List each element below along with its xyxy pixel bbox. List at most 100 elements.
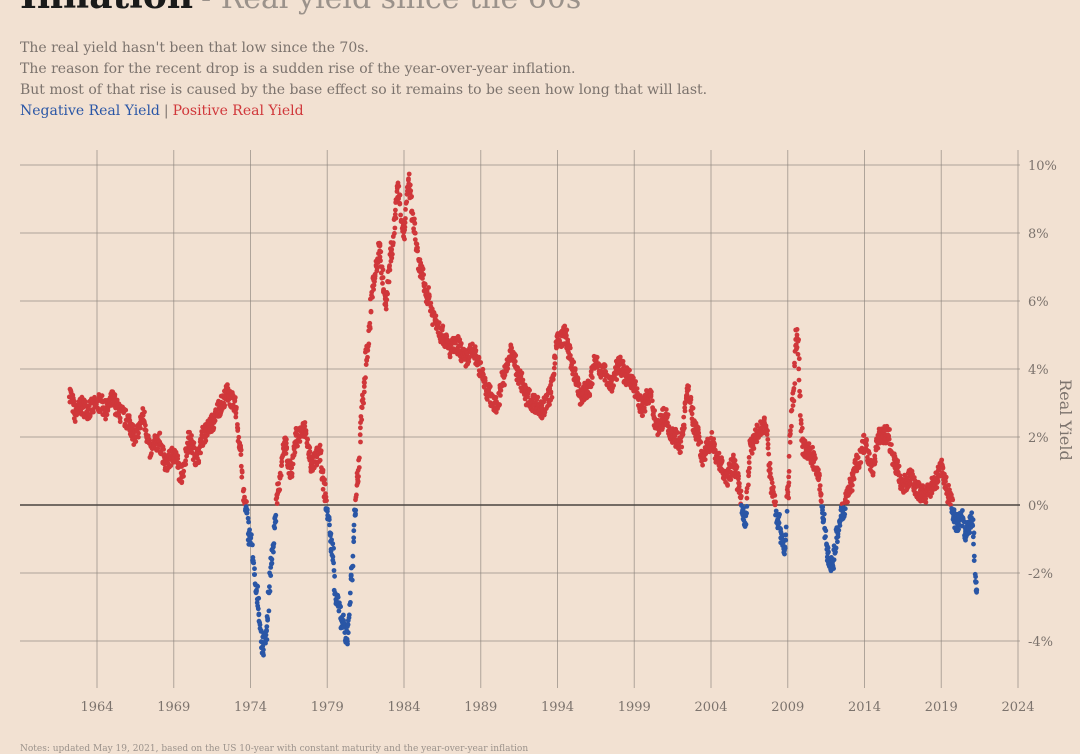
negative-yield-point bbox=[256, 612, 262, 618]
positive-yield-point bbox=[356, 474, 361, 479]
negative-yield-point bbox=[255, 606, 261, 612]
negative-yield-point bbox=[345, 630, 351, 636]
positive-yield-point bbox=[633, 379, 638, 384]
negative-yield-point bbox=[330, 554, 336, 560]
positive-yield-point bbox=[406, 177, 411, 183]
positive-yield-point bbox=[731, 452, 736, 458]
negative-yield-point bbox=[346, 615, 352, 621]
positive-yield-point bbox=[458, 341, 464, 346]
positive-yield-point bbox=[855, 455, 861, 460]
negative-yield-point bbox=[251, 560, 257, 566]
y-tick-label: -2% bbox=[1028, 567, 1053, 582]
positive-yield-point bbox=[276, 481, 281, 486]
negative-yield-point bbox=[967, 530, 973, 536]
positive-yield-point bbox=[317, 457, 323, 463]
x-tick-label: 1984 bbox=[387, 700, 420, 715]
negative-yield-point bbox=[255, 584, 261, 589]
negative-yield-point bbox=[271, 544, 276, 550]
negative-yield-point bbox=[265, 616, 270, 621]
positive-yield-point bbox=[365, 348, 371, 353]
positive-yield-point bbox=[358, 439, 363, 445]
positive-yield-point bbox=[397, 200, 403, 206]
positive-yield-point bbox=[611, 383, 616, 388]
negative-yield-point bbox=[971, 541, 976, 547]
positive-yield-point bbox=[786, 453, 792, 459]
positive-yield-point bbox=[572, 366, 578, 371]
negative-yield-point bbox=[336, 608, 342, 614]
positive-yield-point bbox=[427, 294, 432, 299]
positive-yield-point bbox=[175, 456, 181, 462]
positive-yield-point bbox=[797, 413, 803, 418]
positive-yield-point bbox=[867, 451, 872, 456]
negative-yield-point bbox=[353, 507, 359, 513]
y-tick-label: 10% bbox=[1028, 159, 1057, 174]
positive-yield-point bbox=[477, 360, 483, 366]
positive-yield-point bbox=[897, 473, 903, 478]
positive-yield-point bbox=[191, 440, 197, 446]
chart-title-row: Inflation - Real yield since the 60s bbox=[20, 0, 581, 14]
negative-yield-point bbox=[974, 587, 980, 593]
negative-yield-point bbox=[960, 508, 965, 513]
negative-yield-point bbox=[252, 572, 257, 577]
positive-yield-point bbox=[549, 395, 555, 400]
negative-yield-point bbox=[826, 549, 831, 555]
positive-yield-point bbox=[552, 361, 558, 366]
positive-yield-point bbox=[864, 442, 869, 448]
legend-positive: Positive Real Yield bbox=[172, 103, 304, 119]
positive-yield-point bbox=[136, 434, 141, 440]
positive-yield-point bbox=[426, 285, 431, 290]
positive-yield-point bbox=[614, 377, 620, 382]
positive-yield-point bbox=[168, 463, 174, 469]
positive-yield-point bbox=[746, 460, 752, 465]
positive-yield-point bbox=[297, 439, 303, 444]
positive-yield-point bbox=[357, 432, 363, 438]
positive-yield-point bbox=[377, 257, 383, 263]
positive-yield-point bbox=[72, 419, 78, 424]
positive-yield-point bbox=[422, 281, 428, 287]
positive-yield-point bbox=[356, 465, 362, 470]
negative-yield-point bbox=[970, 534, 976, 540]
positive-yield-point bbox=[792, 381, 798, 386]
positive-yield-point bbox=[711, 436, 716, 442]
positive-yield-point bbox=[302, 423, 308, 429]
positive-yield-point bbox=[363, 375, 368, 381]
negative-yield-point bbox=[266, 608, 272, 614]
positive-yield-point bbox=[939, 457, 945, 463]
positive-yield-point bbox=[392, 212, 398, 217]
x-tick-label: 1974 bbox=[234, 700, 267, 715]
positive-yield-point bbox=[765, 437, 771, 442]
positive-yield-point bbox=[737, 481, 742, 486]
positive-yield-point bbox=[233, 406, 239, 412]
positive-yield-point bbox=[940, 465, 946, 471]
positive-yield-point bbox=[289, 465, 295, 471]
negative-yield-point bbox=[330, 541, 336, 547]
positive-yield-point bbox=[277, 487, 283, 493]
negative-yield-point bbox=[835, 534, 841, 540]
positive-yield-point bbox=[943, 474, 949, 480]
positive-yield-point bbox=[279, 459, 285, 465]
positive-yield-point bbox=[792, 360, 797, 366]
positive-yield-point bbox=[389, 255, 395, 261]
positive-yield-point bbox=[241, 487, 247, 492]
positive-yield-point bbox=[732, 458, 738, 463]
positive-yield-point bbox=[406, 171, 412, 177]
positive-yield-point bbox=[235, 428, 241, 433]
positive-yield-point bbox=[238, 452, 244, 457]
positive-yield-point bbox=[225, 382, 230, 387]
positive-yield-point bbox=[181, 468, 187, 474]
negative-yield-point bbox=[350, 553, 356, 559]
x-tick-label: 1994 bbox=[541, 700, 574, 715]
negative-yield-point bbox=[823, 534, 828, 539]
positive-yield-point bbox=[547, 402, 552, 407]
positive-yield-point bbox=[444, 332, 449, 338]
positive-yield-point bbox=[512, 359, 518, 364]
positive-yield-point bbox=[318, 448, 324, 454]
negative-yield-point bbox=[971, 558, 977, 563]
positive-yield-point bbox=[363, 362, 369, 367]
x-tick-label: 1989 bbox=[464, 700, 497, 715]
positive-yield-point bbox=[794, 327, 800, 332]
positive-yield-point bbox=[397, 192, 403, 198]
negative-yield-point bbox=[973, 574, 978, 580]
positive-yield-point bbox=[183, 458, 189, 464]
positive-yield-point bbox=[183, 461, 189, 467]
